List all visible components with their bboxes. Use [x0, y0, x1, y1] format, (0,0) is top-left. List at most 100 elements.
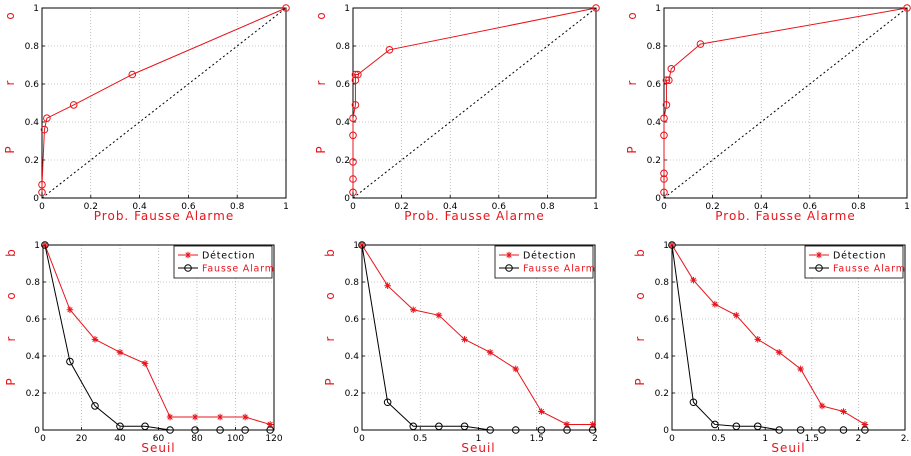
data-point-d-tection — [711, 300, 719, 308]
x-tick-label: 0.2 — [705, 202, 719, 212]
y-tick-label: 1 — [663, 241, 669, 251]
x-tick-label: 80 — [191, 434, 203, 444]
data-point-roc — [660, 114, 668, 122]
y-tick-label: 0 — [655, 194, 661, 204]
y-axis-label-char: o — [314, 12, 328, 19]
y-axis-label-char: r — [3, 80, 17, 85]
y-tick-label: 0.4 — [26, 352, 41, 362]
data-point-fausse-alarm — [383, 398, 392, 407]
data-point-d-tection — [861, 421, 869, 428]
data-point-d-tection — [754, 336, 762, 343]
axes-box — [41, 7, 287, 199]
legend-marker — [505, 251, 513, 259]
data-point-roc — [696, 40, 705, 48]
data-point-d-tection — [409, 306, 417, 314]
data-point-fausse-alarm — [266, 426, 274, 434]
x-tick-label: 20 — [76, 434, 88, 444]
data-point-fausse-alarm — [796, 426, 805, 434]
data-point-fausse-alarm — [818, 426, 826, 434]
y-tick-label: 0.8 — [26, 278, 41, 288]
data-point-fausse-alarm — [511, 426, 520, 434]
y-tick-label: 0.8 — [655, 278, 670, 288]
series-line-roc — [41, 7, 287, 193]
y-tick-label: 0.4 — [25, 118, 40, 128]
data-point-roc — [660, 169, 668, 178]
x-tick-label: 0.4 — [443, 202, 458, 212]
series-line-fausse-alarm — [44, 244, 271, 431]
data-point-d-tection — [116, 349, 124, 356]
y-tick-label: 0.4 — [336, 118, 351, 128]
data-point-d-tection — [797, 365, 804, 373]
x-tick-label: 1 — [762, 434, 768, 444]
legend: Détection Fausse Alarm — [494, 245, 595, 279]
legend-box — [173, 245, 273, 279]
y-tick-label: 0.4 — [345, 352, 360, 362]
y-tick-label: 0.6 — [26, 315, 41, 325]
data-point-fausse-alarm — [486, 426, 494, 434]
y-axis-label-char: P — [3, 146, 17, 153]
legend-marker — [184, 251, 192, 259]
y-axis-label-char: r — [4, 336, 18, 341]
y-tick-label: 0.8 — [25, 42, 40, 52]
data-point-d-tection — [266, 421, 274, 428]
x-tick-label: 2. — [901, 434, 910, 444]
x-tick-label: 100 — [227, 434, 244, 444]
legend-marker — [505, 264, 513, 272]
data-point-d-tection — [486, 349, 494, 356]
data-point-fausse-alarm — [460, 422, 469, 431]
y-tick-label: 0.8 — [345, 278, 360, 288]
x-tick-label: 0.4 — [754, 202, 769, 212]
x-tick-label: 1.5 — [805, 434, 819, 444]
data-point-roc — [667, 65, 676, 73]
data-point-d-tection — [733, 312, 740, 319]
y-axis-label-char: b — [323, 249, 337, 257]
series-line-diagonal — [41, 7, 287, 199]
data-point-fausse-alarm — [668, 241, 676, 249]
data-point-fausse-alarm — [537, 426, 546, 434]
y-tick-label: 1 — [353, 241, 359, 251]
data-point-fausse-alarm — [861, 426, 869, 434]
y-axis-label-char: P — [625, 146, 639, 153]
y-tick-label: 0.2 — [655, 389, 669, 399]
x-tick-label: 0.8 — [851, 202, 866, 212]
data-point-fausse-alarm — [689, 398, 698, 407]
y-tick-label: 0 — [663, 426, 669, 436]
x-tick-label: 0 — [40, 434, 46, 444]
data-point-d-tection — [384, 282, 391, 289]
series-line-fausse-alarm — [361, 244, 593, 431]
data-point-d-tection — [818, 402, 826, 410]
x-tick-label: 60 — [153, 434, 165, 444]
y-axis-label-char: r — [314, 80, 328, 85]
series-line-d-tection — [44, 244, 271, 425]
y-axis-label-char: P — [314, 146, 328, 153]
x-tick-label: 0.6 — [492, 202, 507, 212]
data-point-d-tection — [435, 312, 443, 319]
y-tick-label: 0.2 — [26, 389, 40, 399]
x-tick-label: 0.4 — [132, 202, 147, 212]
x-axis-label: Seuil — [771, 441, 805, 455]
data-point-roc — [282, 4, 290, 12]
y-axis-label-char: r — [323, 336, 337, 341]
legend-label: Détection — [833, 251, 886, 262]
data-point-d-tection — [589, 421, 596, 428]
data-point-d-tection — [775, 349, 783, 356]
data-point-roc — [660, 175, 668, 183]
y-tick-label: 1 — [344, 4, 350, 14]
y-tick-label: 0.6 — [25, 80, 40, 90]
legend-marker — [815, 264, 823, 272]
data-point-roc — [38, 188, 46, 197]
y-axis-label-char: r — [625, 80, 639, 85]
legend-label: Détection — [523, 251, 576, 262]
x-tick-label: 2 — [856, 434, 862, 444]
y-tick-label: 0.4 — [647, 118, 662, 128]
data-point-roc — [349, 158, 357, 166]
y-tick-label: 1 — [34, 241, 40, 251]
x-tick-label: 0 — [359, 434, 365, 444]
y-axis-label-char: P — [4, 378, 18, 385]
y-tick-label: 0.4 — [655, 352, 670, 362]
data-point-fausse-alarm — [588, 426, 597, 434]
x-tick-label: 0.2 — [394, 202, 408, 212]
